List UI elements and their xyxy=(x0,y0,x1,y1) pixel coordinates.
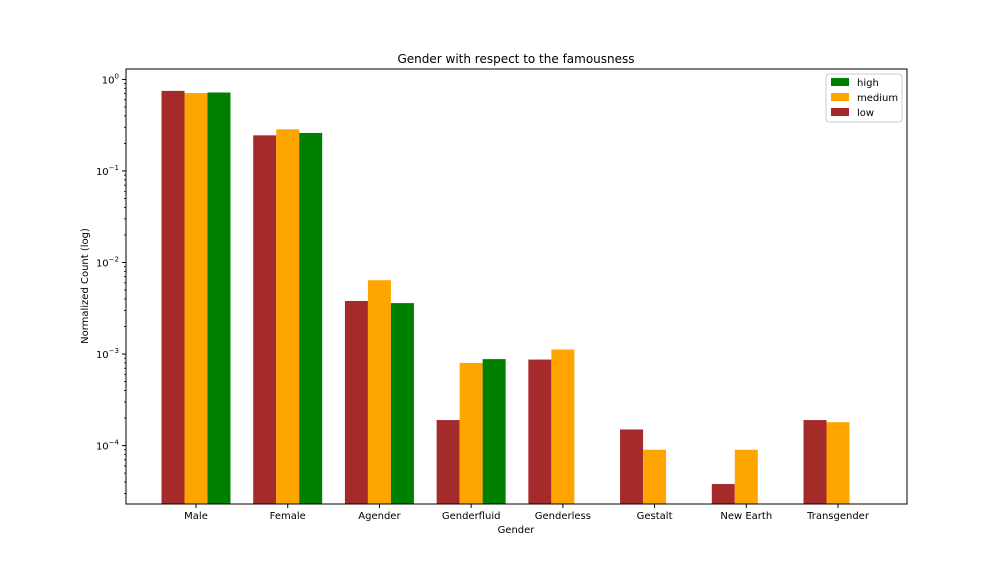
bars-layer xyxy=(161,90,850,505)
bar-medium-agender xyxy=(367,280,391,504)
bar-high-female xyxy=(299,132,323,505)
bar-low-female xyxy=(253,135,277,504)
bar-medium-male xyxy=(184,93,208,505)
bar-low-male xyxy=(161,90,185,505)
bar-low-agender xyxy=(344,300,368,504)
bar-low-gestalt xyxy=(620,429,644,504)
x-tick-label: Agender xyxy=(358,511,401,522)
bar-medium-transgender xyxy=(826,422,850,504)
x-axis: Male Female Agender Genderfluid Genderless Ge… xyxy=(184,504,870,522)
y-tick-label: 10−1 xyxy=(96,164,119,178)
x-tick-label: Gestalt xyxy=(637,511,673,522)
bar-high-agender xyxy=(390,303,414,504)
chart-title: Gender with respect to the famousness xyxy=(397,52,634,66)
bar-high-male xyxy=(207,92,231,505)
y-tick-label: 10−3 xyxy=(96,347,119,361)
y-tick-label: 100 xyxy=(102,72,119,86)
y-tick-label: 10−2 xyxy=(96,256,119,270)
y-tick-label: 10−4 xyxy=(96,439,120,453)
plot-frame xyxy=(125,68,908,505)
x-tick-label: Transgender xyxy=(806,511,870,522)
x-tick-label: Female xyxy=(270,511,306,522)
bar-high-genderfluid xyxy=(482,359,506,504)
bar-low-new-earth xyxy=(711,484,735,504)
legend-label-medium: medium xyxy=(857,93,898,104)
legend-swatch-medium xyxy=(831,93,849,101)
x-tick-label: Genderfluid xyxy=(442,511,501,522)
bar-low-genderless xyxy=(528,359,552,504)
bar-low-transgender xyxy=(803,420,827,504)
bar-low-genderfluid xyxy=(436,420,460,504)
bar-medium-genderfluid xyxy=(459,362,483,504)
bar-medium-gestalt xyxy=(643,449,667,504)
bar-medium-genderless xyxy=(551,349,575,504)
x-tick-label: Male xyxy=(184,511,208,522)
legend-label-high: high xyxy=(857,78,879,89)
x-tick-label: New Earth xyxy=(720,511,772,522)
x-axis-label: Gender xyxy=(498,525,536,536)
y-axis-label: Normalized Count (log) xyxy=(80,228,91,344)
legend-swatch-high xyxy=(831,78,849,86)
x-tick-label: Genderless xyxy=(535,511,591,522)
legend-label-low: low xyxy=(857,108,874,119)
bar-medium-new-earth xyxy=(734,449,758,504)
legend-swatch-low xyxy=(831,108,849,116)
legend: high medium low xyxy=(825,73,903,123)
bar-medium-female xyxy=(276,129,300,504)
